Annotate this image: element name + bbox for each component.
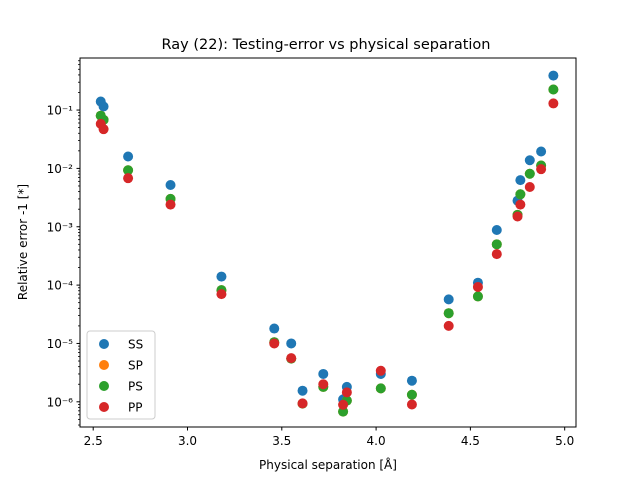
data-point-PS — [406, 389, 417, 400]
series-SS — [95, 70, 559, 405]
data-point-PP — [318, 379, 329, 390]
data-point-SS — [297, 385, 308, 396]
legend-marker — [99, 381, 109, 391]
data-point-PP — [269, 338, 280, 349]
data-point-SS — [548, 70, 559, 81]
data-point-PS — [524, 168, 535, 179]
data-point-PS — [515, 189, 526, 200]
legend-label: SS — [128, 338, 143, 352]
data-point-PP — [548, 98, 559, 109]
data-point-SS — [286, 338, 297, 349]
x-tick-label: 4.0 — [367, 434, 386, 448]
data-point-PS — [472, 291, 483, 302]
data-point-PP — [165, 199, 176, 210]
data-point-PP — [406, 399, 417, 410]
data-point-SS — [269, 323, 280, 334]
data-point-PS — [375, 383, 386, 394]
y-axis-label: Relative error -1 [*] — [16, 184, 30, 300]
series-PS — [95, 84, 559, 417]
plot-area — [95, 70, 559, 417]
data-point-PS — [548, 84, 559, 95]
chart-title: Ray (22): Testing-error vs physical sepa… — [162, 37, 491, 53]
x-axis: 2.5 3.0 3.5 4.0 4.5 5.0 — [84, 427, 574, 448]
data-point-PS — [491, 239, 502, 250]
data-point-SS — [515, 175, 526, 186]
data-point-PP — [515, 199, 526, 210]
data-point-SS — [406, 375, 417, 386]
y-tick-label: 10⁻⁵ — [47, 337, 74, 351]
y-tick-label: 10⁻⁶ — [47, 395, 74, 409]
x-tick-label: 4.5 — [461, 434, 480, 448]
x-tick-label: 3.5 — [272, 434, 291, 448]
legend-label: PS — [128, 380, 143, 394]
data-point-SS — [216, 271, 227, 282]
data-point-PP — [536, 164, 547, 175]
data-point-SS — [123, 151, 134, 162]
y-tick-label: 10⁻² — [47, 162, 74, 176]
axes-frame — [79, 57, 577, 428]
series-SP — [95, 84, 559, 417]
data-point-PP — [512, 211, 523, 222]
data-point-PS — [123, 165, 134, 176]
data-point-SS — [165, 179, 176, 190]
data-point-PP — [524, 182, 535, 193]
legend-marker — [99, 339, 109, 349]
y-tick-label: 10⁻⁴ — [47, 279, 74, 293]
series-PP — [95, 98, 559, 410]
data-point-SS — [318, 368, 329, 379]
data-point-SS — [98, 101, 109, 112]
data-point-PP — [297, 398, 308, 409]
data-point-PP — [338, 399, 349, 410]
x-axis-label: Physical separation [Å] — [259, 457, 397, 472]
data-point-PP — [375, 365, 386, 376]
data-point-PP — [341, 387, 352, 398]
data-point-SS — [443, 294, 454, 305]
x-tick-label: 2.5 — [84, 434, 103, 448]
data-point-SS — [491, 224, 502, 235]
legend-marker — [99, 360, 109, 370]
data-point-PP — [123, 173, 134, 184]
legend-box — [86, 330, 156, 420]
legend-marker — [99, 402, 109, 412]
legend-label: PP — [128, 401, 142, 415]
data-point-PP — [98, 124, 109, 135]
data-point-SS — [536, 146, 547, 157]
data-point-PP — [491, 249, 502, 260]
data-point-SS — [524, 155, 535, 166]
data-point-PP — [472, 281, 483, 292]
data-point-PP — [216, 289, 227, 300]
data-point-PP — [286, 353, 297, 364]
x-tick-label: 3.0 — [178, 434, 197, 448]
data-point-PP — [443, 320, 454, 331]
y-axis: 10⁻⁶ 10⁻⁵ 10⁻⁴ 10⁻³ 10⁻² 10⁻¹ — [47, 60, 80, 426]
y-tick-label: 10⁻¹ — [47, 104, 74, 118]
data-point-PS — [443, 308, 454, 319]
legend: SS SP PS PP — [86, 330, 156, 420]
legend-label: SP — [128, 359, 143, 373]
x-tick-label: 5.0 — [555, 434, 574, 448]
y-tick-label: 10⁻³ — [47, 220, 74, 234]
